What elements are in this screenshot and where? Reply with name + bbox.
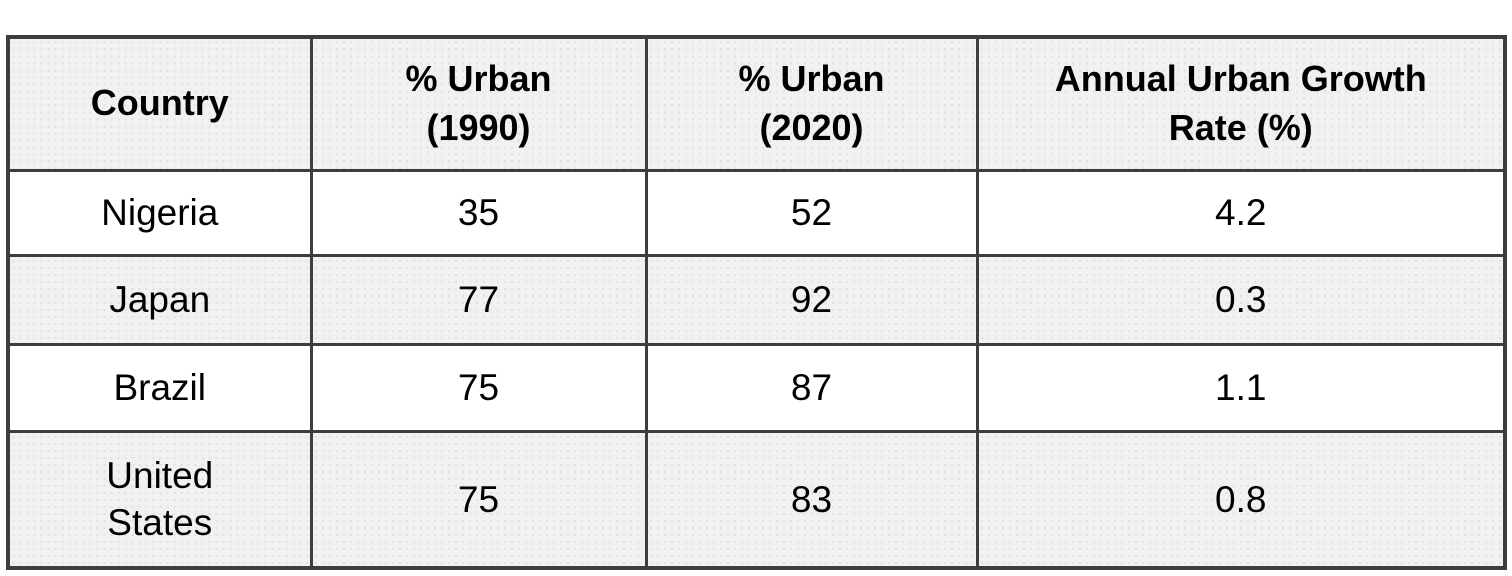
cell-growth-rate: 0.8 xyxy=(975,430,1507,570)
cell-growth-rate: 4.2 xyxy=(975,168,1507,258)
cell-urban-2020: 92 xyxy=(644,254,979,346)
table-row-japan: Japan 77 92 0.3 xyxy=(6,254,1507,346)
column-header-urban-1990: % Urban (1990) xyxy=(309,35,648,172)
table-row-united-states: United States 75 83 0.8 xyxy=(6,430,1507,570)
cell-country: Japan xyxy=(6,254,313,346)
cell-country: Nigeria xyxy=(6,168,313,258)
cell-urban-2020: 87 xyxy=(644,342,979,434)
cell-growth-rate: 0.3 xyxy=(975,254,1507,346)
column-header-urban-2020: % Urban (2020) xyxy=(644,35,979,172)
cell-urban-1990: 77 xyxy=(309,254,648,346)
cell-urban-1990: 35 xyxy=(309,168,648,258)
table-row-nigeria: Nigeria 35 52 4.2 xyxy=(6,168,1507,258)
column-header-growth-rate: Annual Urban Growth Rate (%) xyxy=(975,35,1507,172)
cell-country: Brazil xyxy=(6,342,313,434)
header-row: Country % Urban (1990) % Urban (2020) An… xyxy=(6,35,1507,172)
table-container: Country % Urban (1990) % Urban (2020) An… xyxy=(6,35,1507,570)
cell-urban-1990: 75 xyxy=(309,342,648,434)
column-header-country: Country xyxy=(6,35,313,172)
cell-urban-1990: 75 xyxy=(309,430,648,570)
urbanization-table: Country % Urban (1990) % Urban (2020) An… xyxy=(6,35,1507,570)
cell-urban-2020: 52 xyxy=(644,168,979,258)
table-row-brazil: Brazil 75 87 1.1 xyxy=(6,342,1507,434)
cell-urban-2020: 83 xyxy=(644,430,979,570)
cell-growth-rate: 1.1 xyxy=(975,342,1507,434)
cell-country: United States xyxy=(6,430,313,570)
